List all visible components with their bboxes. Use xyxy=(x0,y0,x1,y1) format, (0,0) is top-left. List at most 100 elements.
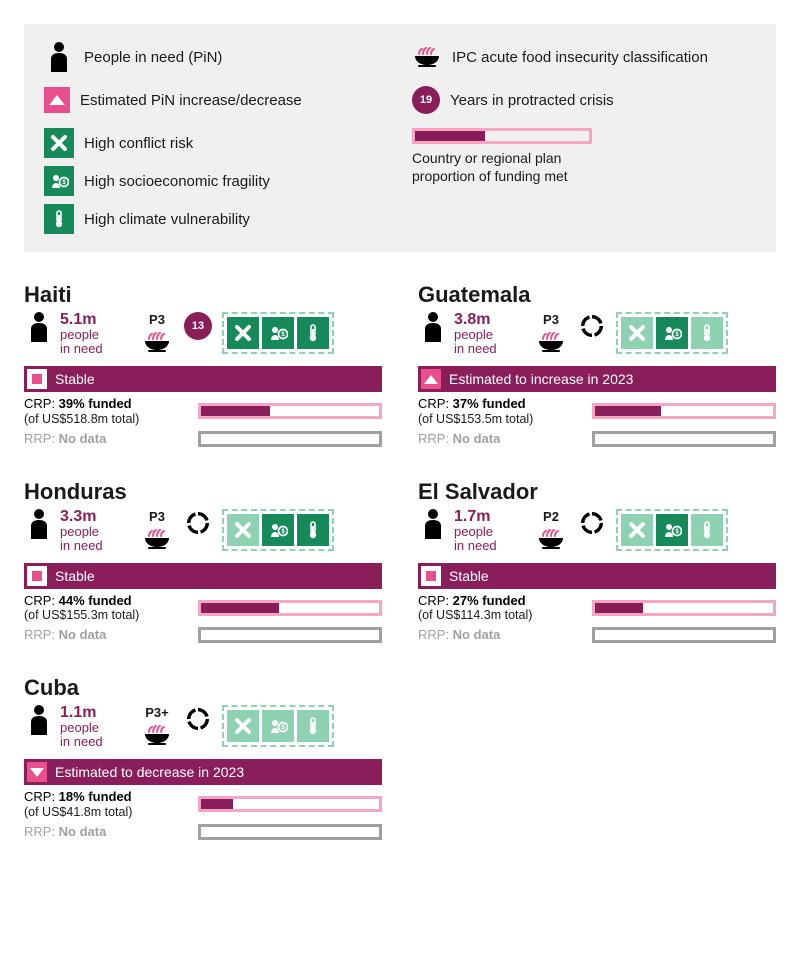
crp-row: CRP: 18% funded (of US$41.8m total) xyxy=(24,789,382,820)
country-card: Cuba 1.1m peoplein need P3+ Estimated to… xyxy=(24,675,382,840)
crp-bar xyxy=(198,403,382,419)
countries-grid: Haiti 5.1m peoplein need P3 13 Stable CR… xyxy=(24,282,776,840)
crp-row: CRP: 27% funded (of US$114.3m total) xyxy=(418,593,776,624)
crisis-years-value: 13 xyxy=(192,320,204,332)
rrp-row: RRP: No data xyxy=(24,627,382,643)
pin-block: 3.8m peoplein need xyxy=(418,312,526,357)
bowl-icon xyxy=(412,42,442,72)
funding-rows: CRP: 39% funded (of US$518.8m total) RRP… xyxy=(24,396,382,447)
risk-box xyxy=(222,509,334,551)
crisis-slot xyxy=(182,705,214,733)
pin-label: peoplein need xyxy=(60,525,103,554)
funding-bar-icon xyxy=(412,128,592,144)
pin-value: 1.7m xyxy=(454,509,497,525)
ipc-block: P3 xyxy=(140,509,174,554)
person-icon xyxy=(24,705,54,735)
pin-label: peoplein need xyxy=(60,721,103,750)
conflict-icon xyxy=(227,514,259,546)
cycle-icon xyxy=(578,509,606,537)
legend-funding: Country or regional plan proportion of f… xyxy=(412,128,756,234)
crp-text: CRP: 27% funded (of US$114.3m total) xyxy=(418,593,580,624)
funding-fill xyxy=(595,406,661,416)
trend-bar: Stable xyxy=(24,563,382,589)
trend-up-icon xyxy=(44,87,70,113)
legend-climate-label: High climate vulnerability xyxy=(84,211,250,228)
conflict-icon xyxy=(227,317,259,349)
crisis-slot xyxy=(182,509,214,537)
country-card: Honduras 3.3m peoplein need P3 Stable CR… xyxy=(24,479,382,644)
ipc-level: P3+ xyxy=(145,705,169,720)
country-card: El Salvador 1.7m peoplein need P2 Stable… xyxy=(418,479,776,644)
climate-icon xyxy=(691,514,723,546)
socio-icon xyxy=(262,710,294,742)
trend-text: Stable xyxy=(55,371,95,387)
legend: People in need (PiN) IPC acute food inse… xyxy=(24,24,776,252)
trend-text: Stable xyxy=(55,568,95,584)
legend-socio: High socioeconomic fragility xyxy=(44,166,388,196)
bowl-icon xyxy=(536,327,566,357)
legend-socio-label: High socioeconomic fragility xyxy=(84,173,270,190)
rrp-text: RRP: No data xyxy=(24,627,186,643)
person-icon xyxy=(418,509,448,539)
legend-trend: Estimated PiN increase/decrease xyxy=(44,86,388,114)
ipc-block: P3 xyxy=(534,312,568,357)
legend-pin-label: People in need (PiN) xyxy=(84,49,222,66)
socio-icon xyxy=(656,317,688,349)
trend-stable-icon xyxy=(27,369,47,389)
country-card: Guatemala 3.8m peoplein need P3 Estimate… xyxy=(418,282,776,447)
trend-bar: Stable xyxy=(418,563,776,589)
legend-trend-label: Estimated PiN increase/decrease xyxy=(80,92,302,109)
crp-row: CRP: 44% funded (of US$155.3m total) xyxy=(24,593,382,624)
country-top-row: 1.1m peoplein need P3+ xyxy=(24,705,382,753)
person-icon xyxy=(44,42,74,72)
bowl-icon xyxy=(536,524,566,554)
ipc-level: P3 xyxy=(149,509,165,524)
bowl-icon xyxy=(142,524,172,554)
climate-icon xyxy=(44,204,74,234)
country-top-row: 1.7m peoplein need P2 xyxy=(418,509,776,557)
bowl-icon xyxy=(142,720,172,750)
ipc-block: P3+ xyxy=(140,705,174,750)
climate-icon xyxy=(297,514,329,546)
legend-pin: People in need (PiN) xyxy=(44,42,388,72)
country-top-row: 3.8m peoplein need P3 xyxy=(418,312,776,360)
legend-crisis-label: Years in protracted crisis xyxy=(450,92,614,109)
rrp-row: RRP: No data xyxy=(418,627,776,643)
legend-crisis: 19 Years in protracted crisis xyxy=(412,86,756,114)
pin-value: 1.1m xyxy=(60,705,103,721)
funding-rows: CRP: 27% funded (of US$114.3m total) RRP… xyxy=(418,593,776,644)
socio-icon xyxy=(656,514,688,546)
crisis-years-icon: 13 xyxy=(184,312,212,340)
rrp-text: RRP: No data xyxy=(24,431,186,447)
cycle-icon xyxy=(578,312,606,340)
legend-ipc: IPC acute food insecurity classification xyxy=(412,42,756,72)
socio-icon xyxy=(262,317,294,349)
crp-bar xyxy=(198,796,382,812)
crisis-years-icon: 19 xyxy=(412,86,440,114)
crp-text: CRP: 39% funded (of US$518.8m total) xyxy=(24,396,186,427)
pin-label: peoplein need xyxy=(454,328,497,357)
rrp-text: RRP: No data xyxy=(24,824,186,840)
risk-box xyxy=(616,509,728,551)
conflict-icon xyxy=(621,317,653,349)
trend-text: Estimated to decrease in 2023 xyxy=(55,764,244,780)
cycle-icon xyxy=(184,509,212,537)
country-name: El Salvador xyxy=(418,479,776,505)
legend-ipc-label: IPC acute food insecurity classification xyxy=(452,49,708,66)
trend-stable-icon xyxy=(27,566,47,586)
trend-stable-icon xyxy=(421,566,441,586)
bowl-icon xyxy=(142,327,172,357)
climate-icon xyxy=(297,317,329,349)
country-top-row: 3.3m peoplein need P3 xyxy=(24,509,382,557)
socio-icon xyxy=(44,166,74,196)
crp-text: CRP: 18% funded (of US$41.8m total) xyxy=(24,789,186,820)
pin-block: 3.3m peoplein need xyxy=(24,509,132,554)
pin-value: 5.1m xyxy=(60,312,103,328)
rrp-text: RRP: No data xyxy=(418,627,580,643)
ipc-block: P2 xyxy=(534,509,568,554)
crp-bar xyxy=(592,403,776,419)
person-icon xyxy=(24,509,54,539)
risk-box xyxy=(616,312,728,354)
pin-value: 3.3m xyxy=(60,509,103,525)
crisis-slot xyxy=(576,509,608,537)
